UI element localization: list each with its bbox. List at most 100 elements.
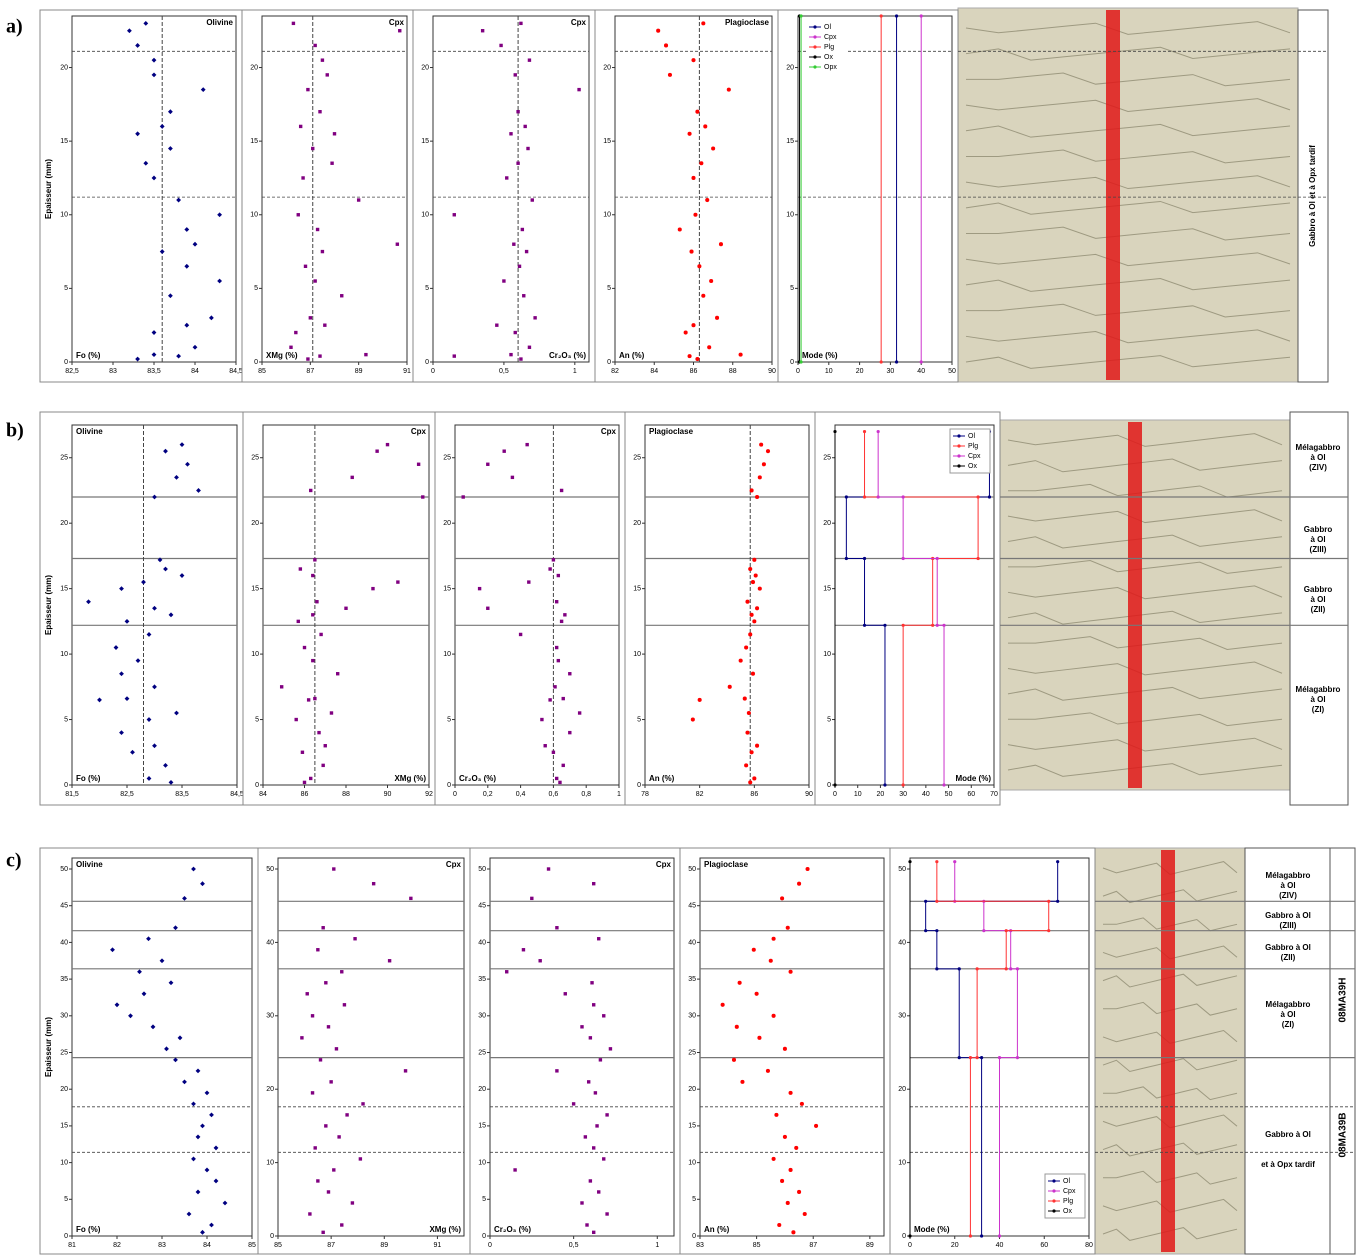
point	[593, 1091, 598, 1095]
point	[559, 488, 564, 493]
x-tick-label: 60	[1040, 1242, 1048, 1249]
x-tick-label: 84	[191, 368, 199, 375]
x-axis-label: An (%)	[619, 351, 645, 360]
point	[308, 1212, 312, 1216]
point	[395, 242, 400, 246]
legend-label: Opx	[824, 64, 837, 71]
photo-vein	[1007, 509, 1283, 524]
point	[332, 1168, 336, 1172]
x-tick-label: 86	[301, 791, 309, 798]
y-tick-label: 15	[633, 585, 641, 592]
zone-label: Gabbro	[1304, 525, 1333, 534]
chart: 0 10 20 30 40 50 60 70 0 5 10 15 20 25 Mode (%) Ol Plg Cp…	[814, 411, 1348, 806]
y-tick-label: 15	[421, 138, 429, 145]
legend-marker	[1052, 1199, 1056, 1203]
point	[555, 926, 559, 930]
point	[350, 475, 354, 480]
point	[592, 1230, 596, 1235]
point	[802, 1211, 807, 1217]
y-tick-label: 10	[478, 1159, 486, 1166]
y-tick-label: 10	[251, 651, 259, 658]
mode-vertex	[833, 783, 837, 787]
point	[588, 1179, 593, 1183]
point	[320, 58, 325, 62]
chart-frame	[679, 847, 891, 1255]
y-tick-label: 15	[251, 585, 259, 592]
chart-title: Plagioclase	[704, 860, 749, 869]
point	[520, 227, 525, 232]
point	[530, 896, 534, 901]
label-frame	[1289, 411, 1349, 806]
y-tick-label: 20	[421, 64, 429, 71]
point	[329, 1080, 333, 1084]
zone-label: (ZIV)	[1279, 891, 1297, 900]
point	[301, 176, 305, 180]
y-tick-label: 5	[482, 1196, 486, 1203]
chart-frame	[469, 847, 681, 1255]
mode-vertex	[931, 623, 935, 627]
point	[505, 970, 509, 974]
point	[782, 1046, 787, 1051]
plot-area	[432, 15, 590, 363]
point	[755, 743, 760, 748]
point	[568, 730, 572, 735]
y-tick-label: 45	[688, 903, 696, 910]
legend-label: Ol	[968, 433, 975, 440]
mode-vertex	[919, 360, 923, 364]
point	[794, 1145, 799, 1150]
point	[192, 344, 198, 350]
y-tick-label: 0	[447, 782, 451, 789]
y-tick-label: 25	[633, 455, 641, 462]
point	[344, 606, 348, 610]
chart-title: Plagioclase	[725, 18, 770, 27]
point	[750, 580, 756, 585]
point	[421, 495, 425, 499]
chart-frame	[242, 411, 436, 806]
mode-vertex	[1004, 967, 1008, 971]
x-tick-label: 83,5	[147, 368, 161, 375]
y-tick-label: 30	[266, 1013, 274, 1020]
mode-vertex	[976, 495, 980, 499]
mode-vertex	[894, 360, 899, 364]
point	[546, 867, 551, 871]
point	[298, 567, 303, 571]
mode-vertex	[919, 14, 923, 18]
point	[525, 442, 529, 447]
y-tick-label: 5	[692, 1196, 696, 1203]
point	[703, 124, 708, 129]
y-tick-label: 0	[64, 1233, 68, 1240]
x-axis-label: Mode (%)	[914, 1225, 950, 1234]
y-tick-label: 25	[443, 455, 451, 462]
zone-label: Mélagabbro	[1296, 685, 1341, 694]
point	[316, 948, 320, 952]
point	[375, 449, 379, 453]
chart: 85 87 89 91 0 10 20 30 40 50 Cpx XMg (%)	[257, 847, 471, 1255]
point	[751, 947, 756, 952]
mode-vertex	[883, 783, 887, 787]
point	[527, 580, 531, 584]
legend-label: Cpx	[1063, 1188, 1076, 1195]
point	[753, 573, 758, 578]
point	[563, 613, 567, 617]
y-tick-label: 35	[60, 976, 68, 983]
y-tick-label: 5	[827, 716, 831, 723]
x-tick-label: 83	[696, 1242, 704, 1249]
point	[577, 711, 582, 715]
point	[502, 449, 506, 453]
photo-vein	[1008, 636, 1283, 650]
legend-marker	[957, 454, 961, 458]
zone-label: à Ol	[1310, 595, 1325, 604]
point	[340, 970, 344, 974]
point	[530, 198, 534, 202]
point	[577, 87, 581, 92]
point	[477, 586, 482, 591]
point	[701, 21, 706, 26]
point	[707, 345, 712, 350]
point	[788, 1090, 793, 1095]
mode-vertex	[957, 1056, 961, 1060]
point	[556, 573, 561, 578]
x-axis-label: XMg (%)	[394, 774, 426, 783]
x-tick-label: 0,5	[499, 368, 509, 375]
legend-label: Cpx	[824, 34, 837, 41]
core-line	[1161, 850, 1175, 1252]
